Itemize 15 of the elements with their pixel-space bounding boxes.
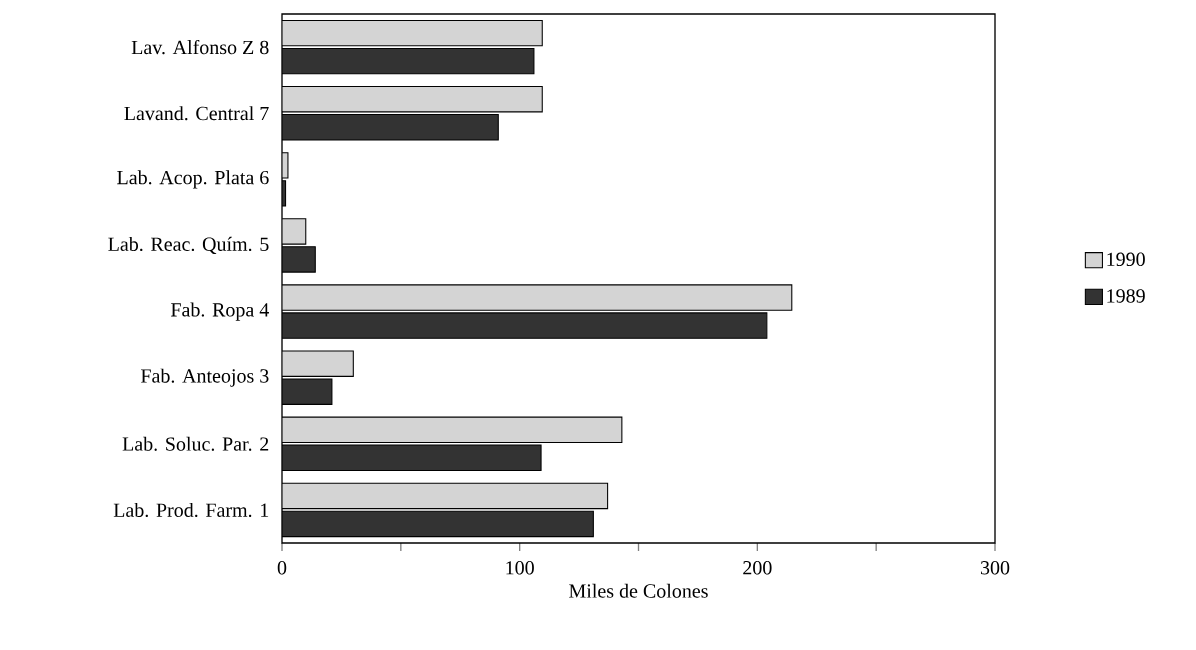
y-tick-label: Lab. Prod. Farm. 1 <box>113 502 269 518</box>
y-tick-label: Lavand. Central 7 <box>124 106 269 121</box>
x-tick-label: 200 <box>743 561 772 575</box>
x-axis-title: Miles de Colones <box>569 583 708 598</box>
y-tick-label: Fab. Ropa 4 <box>170 302 269 321</box>
y-tick-label: Lab. Acop. Plata 6 <box>117 170 269 189</box>
x-tick-label: 0 <box>277 561 287 575</box>
legend-label: 1989 <box>1107 289 1145 303</box>
x-tick-label: 300 <box>980 561 1010 575</box>
y-tick-label: Fab. Anteojos 3 <box>140 368 269 387</box>
legend-label: 1990 <box>1107 252 1145 267</box>
y-tick-label: Lab. Soluc. Par. 2 <box>122 436 269 451</box>
y-tick-label: Lav. Alfonso Z 8 <box>131 39 269 55</box>
x-tick-label: 100 <box>506 561 534 575</box>
y-tick-label: Lab. Reac. Quím. 5 <box>108 236 269 255</box>
